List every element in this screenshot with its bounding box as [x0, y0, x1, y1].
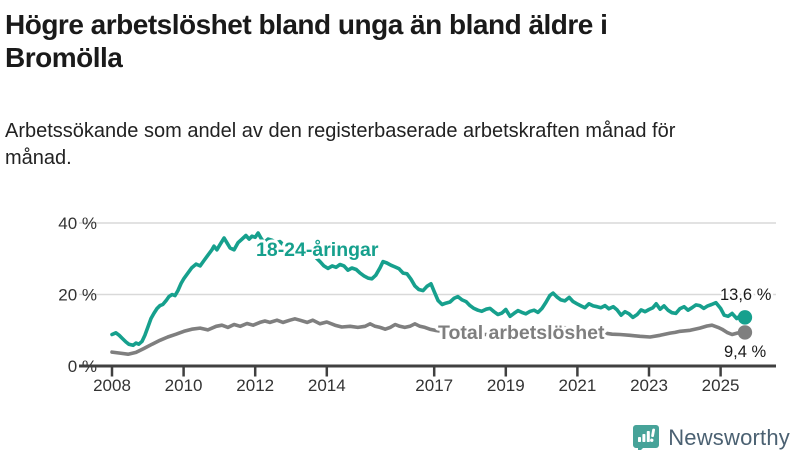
young-series-label: 18-24-åringar [256, 238, 379, 261]
chart-labels: 18-24-åringar 13,6 % Total arbetslöshet 9,4… [253, 235, 774, 364]
x-axis: 2008 2010 2012 2014 2017 2019 2021 2023 2025 [79, 364, 776, 395]
unemployment-line-chart: 0 %20 %40 % 2008 2010 2012 2014 2017 2019 2021… [58, 214, 776, 395]
brand-name: Newsworthy [668, 425, 790, 450]
page-title: Högre arbetslöshet bland unga än bland ä… [5, 9, 608, 73]
total-series-label: Total arbetslöshet [438, 322, 605, 344]
series-lines [110, 231, 753, 356]
x-tick-label: 2025 [702, 376, 740, 395]
gridlines: 0 %20 %40 % [58, 214, 776, 376]
x-tick-label: 2019 [487, 376, 525, 395]
x-tick-label: 2010 [165, 376, 203, 395]
x-tick-label: 2008 [93, 376, 131, 395]
total-series-end-dot [737, 325, 753, 340]
total-end-value-label: 9,4 % [724, 343, 767, 361]
x-tick-label: 2014 [308, 376, 346, 395]
young-end-value-label: 13,6 % [720, 286, 772, 304]
y-tick-label: 20 % [58, 286, 97, 305]
young-unemployment-line [110, 231, 747, 348]
y-tick-label: 40 % [58, 214, 97, 233]
x-tick-label: 2021 [558, 376, 596, 395]
x-tick-label: 2012 [236, 376, 274, 395]
young-series-end-dot [737, 310, 753, 325]
total-unemployment-line [110, 317, 747, 356]
chart-subtitle: Arbetssökande som andel av den registerb… [5, 120, 676, 169]
chart-card: Högre arbetslöshet bland unga än bland ä… [0, 8, 800, 450]
x-tick-label: 2017 [415, 376, 453, 395]
x-tick-label: 2023 [630, 376, 668, 395]
footer-branding: Newsworthy [632, 420, 790, 450]
newsworthy-logo-icon [633, 425, 660, 450]
